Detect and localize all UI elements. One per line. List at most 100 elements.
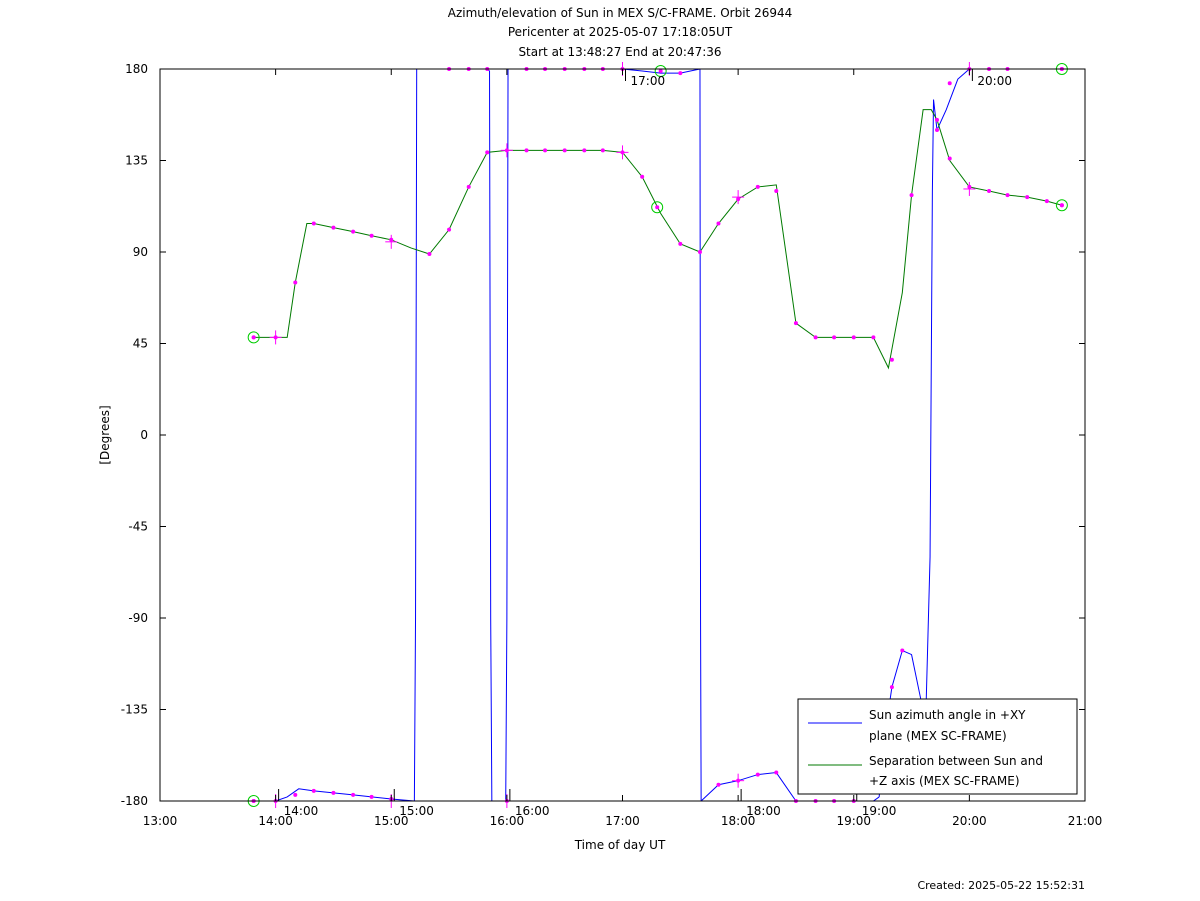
hour-cross-marker <box>963 181 976 196</box>
hour-cross-marker <box>732 773 745 788</box>
hour-cross-marker <box>616 145 629 160</box>
data-point <box>678 241 683 246</box>
x-tick-label: 15:00 <box>374 814 409 828</box>
event-circle-center <box>1059 203 1064 208</box>
legend-label-azimuth-2: plane (MEX SC-FRAME) <box>869 729 1007 743</box>
data-point <box>774 189 779 193</box>
data-point <box>987 189 992 193</box>
data-point <box>524 148 529 153</box>
x-tick-label: 21:00 <box>1068 814 1103 828</box>
data-point <box>293 280 298 285</box>
series-line-0 <box>413 68 418 802</box>
data-point <box>755 184 760 189</box>
data-point <box>889 685 894 690</box>
x-tick-label: 17:00 <box>605 814 640 828</box>
x-tick-label: 20:00 <box>952 814 987 828</box>
event-circle-marker <box>247 331 260 344</box>
hour-cross-marker <box>500 143 513 158</box>
chart-title: Azimuth/elevation of Sun in MEX S/C-FRAM… <box>448 6 793 59</box>
data-point <box>447 227 452 232</box>
series-line-0 <box>699 68 702 802</box>
data-point <box>311 788 316 793</box>
data-point <box>369 233 374 238</box>
data-point <box>947 156 952 161</box>
y-tick-label: 90 <box>133 245 148 259</box>
legend: Sun azimuth angle in +XY plane (MEX SC-F… <box>797 698 1078 795</box>
hour-annotation: 18:00 <box>740 789 781 818</box>
data-point <box>485 150 490 155</box>
data-point <box>813 335 818 340</box>
hour-annotation: 15:00 <box>393 789 434 818</box>
data-point <box>935 117 939 122</box>
data-point <box>793 321 798 326</box>
data-point <box>562 148 567 153</box>
hour-annotation-label: 19:00 <box>862 804 897 818</box>
event-circle-center <box>251 335 256 340</box>
data-point <box>427 252 432 257</box>
y-tick-label: 45 <box>133 337 148 351</box>
y-tick-label: -90 <box>128 611 148 625</box>
legend-label-separation-2: +Z axis (MEX SC-FRAME) <box>869 774 1020 788</box>
hour-cross-marker <box>385 234 398 249</box>
y-axis-label: [Degrees] <box>98 405 112 464</box>
data-point <box>716 221 721 226</box>
event-circle-marker <box>651 201 664 214</box>
data-point <box>947 81 952 86</box>
series-layer <box>253 68 1063 802</box>
x-tick-label: 13:00 <box>143 814 178 828</box>
hour-annotation: 17:00 <box>625 69 665 88</box>
data-point <box>331 225 336 230</box>
x-axis-label: Time of day UT <box>574 838 666 852</box>
legend-label-azimuth-1: Sun azimuth angle in +XY <box>869 708 1026 722</box>
legend-label-separation-1: Separation between Sun and <box>869 754 1043 768</box>
hour-annotation: 14:00 <box>278 789 319 818</box>
data-point <box>351 229 356 234</box>
x-tick-label: 16:00 <box>490 814 525 828</box>
hour-cross-marker <box>732 190 745 205</box>
data-point <box>369 794 374 799</box>
created-timestamp: Created: 2025-05-22 15:52:31 <box>917 879 1085 892</box>
data-point <box>900 648 905 653</box>
data-point <box>774 770 779 775</box>
plot-frame <box>159 68 1086 802</box>
series-line-0 <box>924 68 970 730</box>
y-tick-label: 135 <box>125 154 148 168</box>
hour-annotation-label: 18:00 <box>746 804 781 818</box>
hour-annotation-label: 15:00 <box>399 804 434 818</box>
data-point <box>755 772 760 777</box>
data-point <box>678 71 683 76</box>
data-point <box>697 250 702 254</box>
data-point <box>909 193 914 198</box>
event-circle-marker <box>1055 199 1068 212</box>
x-tick-label: 14:00 <box>258 814 293 828</box>
data-point <box>543 148 548 153</box>
hour-annotation: 16:00 <box>509 789 550 818</box>
y-tick-label: 180 <box>125 62 148 76</box>
data-point <box>351 792 356 797</box>
hour-annotation: 20:00 <box>971 69 1012 88</box>
hour-annotation-label: 14:00 <box>284 804 319 818</box>
legend-box <box>797 698 1078 795</box>
data-point <box>871 335 876 340</box>
y-tick-label: -45 <box>128 520 148 534</box>
title-line-3: Start at 13:48:27 End at 20:47:36 <box>518 45 721 59</box>
hour-annotation-label: 20:00 <box>977 74 1012 88</box>
hour-annotation-label: 16:00 <box>515 804 550 818</box>
data-point <box>935 128 939 132</box>
series-line-1 <box>253 109 1063 370</box>
data-point <box>466 184 471 189</box>
data-point <box>1044 199 1049 204</box>
y-tick-label: -180 <box>121 794 148 808</box>
data-point <box>640 174 645 179</box>
title-line-1: Azimuth/elevation of Sun in MEX S/C-FRAM… <box>448 6 793 20</box>
y-tick-label: -135 <box>121 703 148 717</box>
data-point <box>582 148 587 153</box>
data-point <box>716 782 721 787</box>
title-line-2: Pericenter at 2025-05-07 17:18:05UT <box>508 25 733 39</box>
x-tick-label: 19:00 <box>836 814 871 828</box>
data-point <box>600 148 605 153</box>
data-point <box>331 790 336 795</box>
hour-cross-marker <box>269 330 282 345</box>
data-point <box>293 792 298 797</box>
